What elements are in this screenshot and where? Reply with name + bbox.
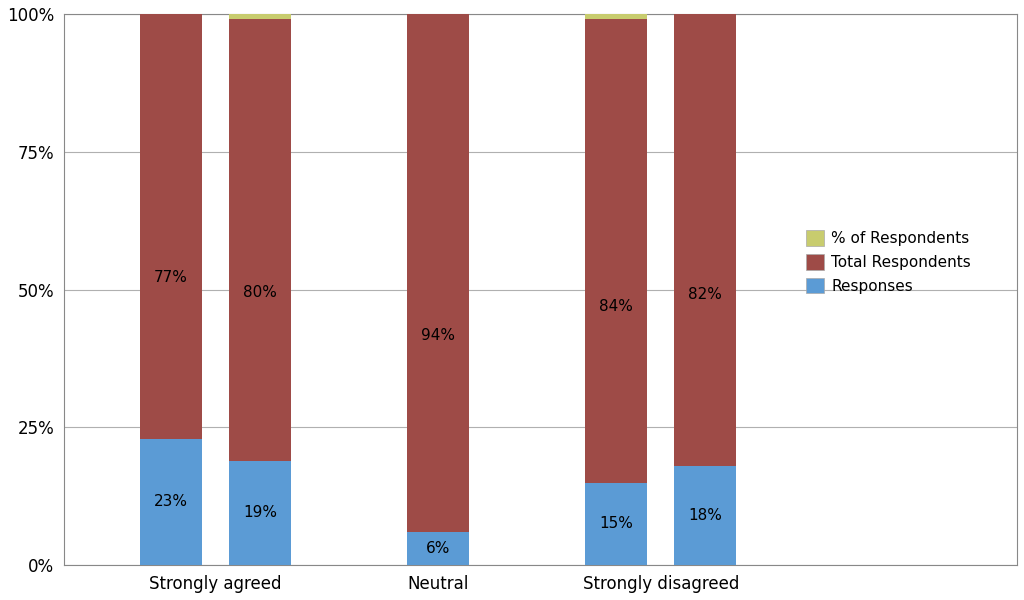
Bar [139, 14, 202, 439]
Text: 80%: 80% [243, 286, 276, 301]
Text: 6%: 6% [426, 541, 451, 556]
Text: 94%: 94% [421, 328, 455, 343]
Bar [585, 19, 647, 482]
Bar [585, 14, 647, 19]
Bar [585, 482, 647, 565]
Text: 82%: 82% [688, 287, 722, 302]
Text: 15%: 15% [599, 517, 633, 532]
Bar [228, 461, 291, 565]
Bar [139, 439, 202, 565]
Text: 77%: 77% [154, 269, 187, 284]
Text: 23%: 23% [154, 494, 187, 509]
Text: 84%: 84% [599, 299, 633, 314]
Text: 19%: 19% [243, 505, 276, 520]
Bar [407, 532, 469, 565]
Bar [407, 14, 469, 532]
Legend: % of Respondents, Total Respondents, Responses: % of Respondents, Total Respondents, Res… [800, 224, 977, 300]
Text: 18%: 18% [688, 508, 722, 523]
Bar [674, 466, 736, 565]
Bar [228, 19, 291, 461]
Bar [674, 14, 736, 466]
Bar [228, 14, 291, 19]
